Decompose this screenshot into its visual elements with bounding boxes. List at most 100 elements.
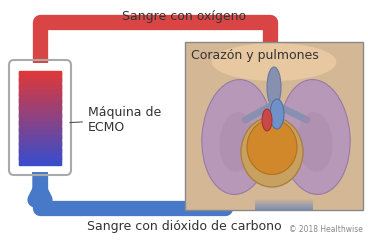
Bar [19, 85, 61, 87]
Bar [19, 96, 61, 99]
Bar [19, 143, 61, 145]
Bar [19, 86, 61, 88]
Bar [19, 87, 61, 89]
Bar [19, 77, 61, 79]
Bar [19, 156, 61, 158]
Bar [255, 204, 313, 205]
Bar [19, 132, 61, 133]
Bar [185, 42, 363, 210]
Bar [255, 203, 313, 204]
Bar [19, 94, 61, 96]
Bar [19, 98, 61, 100]
Bar [19, 121, 61, 123]
Bar [185, 42, 363, 210]
Bar [19, 74, 61, 77]
Bar [19, 107, 61, 109]
Bar [19, 91, 61, 93]
Bar [19, 72, 61, 74]
Bar [19, 125, 61, 126]
Bar [19, 147, 61, 149]
Bar [19, 84, 61, 86]
Bar [19, 157, 61, 159]
Bar [19, 134, 61, 136]
Bar [19, 80, 61, 82]
Bar [19, 101, 61, 103]
Bar [19, 118, 61, 120]
Bar [19, 109, 61, 111]
Ellipse shape [241, 117, 303, 187]
Ellipse shape [212, 43, 336, 81]
Bar [19, 136, 61, 138]
Text: Corazón y pulmones: Corazón y pulmones [191, 49, 319, 62]
Bar [19, 93, 61, 95]
Bar [19, 96, 61, 97]
Bar [19, 163, 61, 165]
Bar [255, 200, 313, 201]
Bar [19, 100, 61, 102]
Bar [19, 128, 61, 130]
Bar [255, 209, 313, 210]
Text: Máquina de
ECMO: Máquina de ECMO [70, 106, 161, 134]
Bar [19, 162, 61, 164]
Bar [19, 130, 61, 132]
Bar [19, 140, 61, 142]
Ellipse shape [247, 120, 297, 174]
Bar [19, 137, 61, 139]
Bar [255, 205, 313, 206]
Bar [19, 73, 61, 75]
Bar [19, 141, 61, 143]
Bar [19, 83, 61, 84]
Bar [19, 138, 61, 140]
Bar [19, 115, 61, 117]
Ellipse shape [219, 112, 255, 172]
Text: Sangre con dióxido de carbono: Sangre con dióxido de carbono [87, 220, 281, 233]
Bar [19, 113, 61, 115]
Bar [19, 92, 61, 94]
Bar [255, 199, 313, 200]
Bar [19, 88, 61, 90]
Bar [19, 114, 61, 116]
Bar [19, 155, 61, 157]
Bar [19, 81, 61, 84]
Bar [12, 63, 68, 172]
Bar [19, 103, 61, 106]
Bar [19, 145, 61, 147]
Bar [255, 198, 313, 199]
Bar [19, 76, 61, 78]
Bar [19, 106, 61, 108]
Bar [19, 135, 61, 137]
Bar [19, 111, 61, 113]
Bar [19, 120, 61, 122]
Bar [19, 71, 61, 73]
Text: © 2018 Healthwise: © 2018 Healthwise [289, 225, 363, 234]
Bar [19, 151, 61, 153]
Ellipse shape [297, 112, 333, 172]
Bar [19, 154, 61, 156]
Bar [19, 108, 61, 110]
Bar [19, 142, 61, 144]
Text: Sangre con oxígeno: Sangre con oxígeno [122, 10, 246, 23]
Bar [19, 105, 61, 107]
Ellipse shape [280, 80, 350, 194]
Bar [19, 152, 61, 154]
Bar [19, 144, 61, 146]
Bar [255, 208, 313, 209]
Bar [19, 112, 61, 114]
Bar [19, 149, 61, 151]
Bar [19, 119, 61, 121]
Bar [255, 206, 313, 207]
Bar [19, 158, 61, 160]
Bar [255, 201, 313, 202]
Bar [19, 148, 61, 150]
Bar [19, 150, 61, 152]
Bar [19, 79, 61, 81]
Bar [19, 99, 61, 101]
Ellipse shape [262, 109, 272, 131]
Bar [19, 102, 61, 104]
Bar [19, 129, 61, 131]
Bar [19, 90, 61, 92]
Bar [19, 122, 61, 124]
Bar [19, 116, 61, 118]
Bar [19, 159, 61, 161]
Ellipse shape [267, 67, 281, 107]
